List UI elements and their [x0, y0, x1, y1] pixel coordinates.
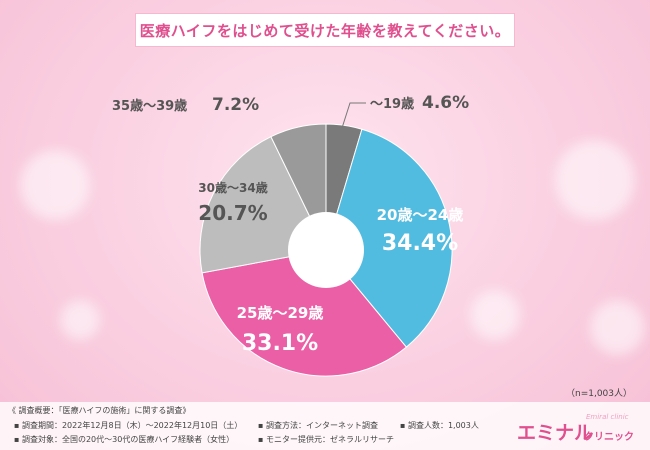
- survey-target: ▪ 調査対象：全国の20代〜30代の医療ハイフ経験者（女性）: [14, 435, 235, 444]
- slice-label-35-39: 35歳〜39歳: [112, 98, 187, 114]
- logo-script: Emiral clinic: [586, 413, 629, 421]
- pie-slice-25-29: [201, 249, 408, 377]
- survey-method: ▪ 調査方法：インターネット調査: [258, 421, 378, 430]
- clinic-logo-sub: クリニック: [584, 432, 634, 443]
- survey-footer: 《 調査概要：「医療ハイフの施術」に関する調査》 ▪ 調査期間：2022年12月…: [0, 402, 650, 450]
- pie-slice-20-24: [325, 128, 453, 348]
- slice-label-30-34: 30歳〜34歳: [198, 180, 267, 195]
- sample-size: （n=1,003人）: [566, 389, 633, 399]
- survey-provider: ▪ モニター提供元：ゼネラルリサーチ: [258, 435, 394, 444]
- slice-value-25-29: 33.1%: [242, 331, 318, 356]
- slice-label-20-24: 20歳〜24歳: [377, 206, 464, 224]
- slice-value-30-34: 20.7%: [198, 201, 267, 225]
- clinic-logo: エミナル: [517, 422, 594, 444]
- leader-line-u19: [341, 102, 366, 129]
- slice-value-35-39: 7.2%: [212, 95, 259, 115]
- donut-hole: [288, 212, 364, 288]
- slice-label-u19: 〜19歳: [370, 96, 414, 112]
- survey-count: ▪ 調査人数：1,003人: [400, 421, 479, 430]
- slice-label-25-29: 25歳〜29歳: [237, 304, 324, 322]
- survey-heading: 《 調査概要：「医療ハイフの施術」に関する調査》: [8, 406, 191, 415]
- survey-period: ▪ 調査期間：2022年12月8日（木）〜2022年12月10日（土）: [14, 421, 243, 430]
- slice-value-20-24: 34.4%: [382, 231, 458, 256]
- question-banner: 医療ハイフをはじめて受けた年齢を教えてください。: [135, 13, 515, 47]
- slice-value-u19: 4.6%: [422, 93, 469, 113]
